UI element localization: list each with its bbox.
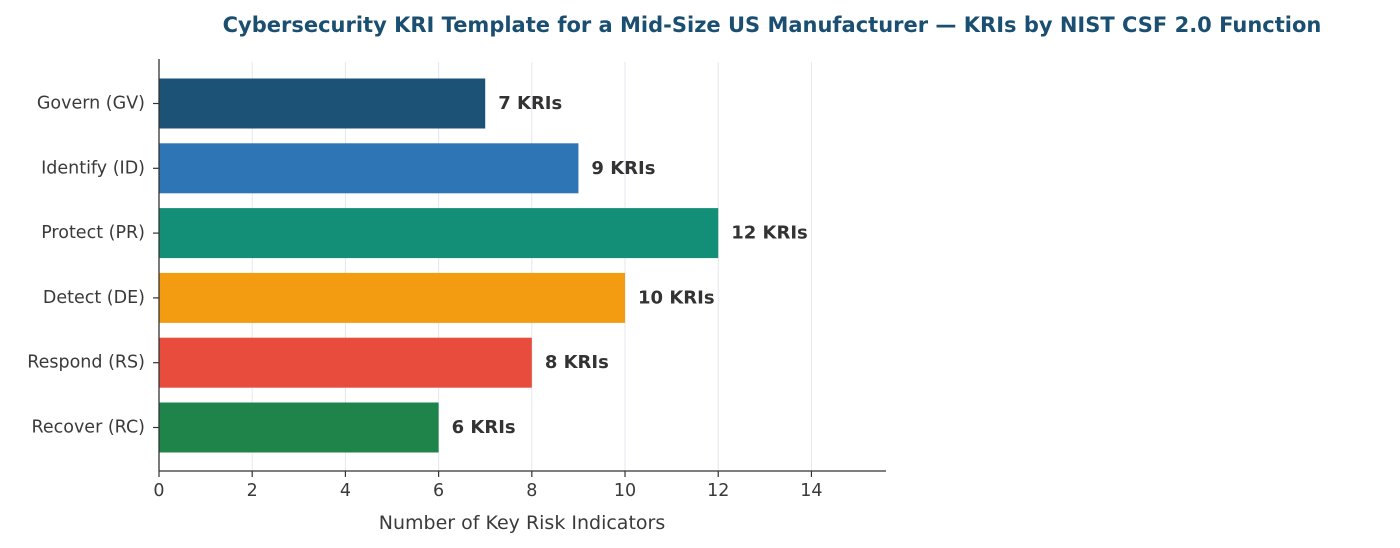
- category-label: Protect (PR): [41, 223, 145, 243]
- data-label: 9 KRIs: [591, 158, 655, 179]
- chart-title: Cybersecurity KRI Template for a Mid-Siz…: [223, 13, 1322, 37]
- data-label: 6 KRIs: [452, 417, 516, 438]
- category-label: Govern (GV): [37, 94, 145, 114]
- x-tick-label: 14: [800, 481, 822, 501]
- category-label: Recover (RC): [31, 418, 145, 438]
- x-tick-label: 12: [707, 481, 729, 501]
- grid-lines: [251, 62, 812, 471]
- x-axis-label: Number of Key Risk Indicators: [379, 512, 665, 534]
- x-tick-label: 0: [153, 481, 164, 501]
- data-label: 7 KRIs: [498, 93, 562, 114]
- bars: [159, 78, 719, 453]
- axes: [153, 59, 886, 477]
- labels: Govern (GV) 7 KRIs Identify (ID) 9 KRIs Prot…: [27, 93, 822, 501]
- x-tick-label: 2: [247, 481, 258, 501]
- data-label: 8 KRIs: [545, 352, 609, 373]
- category-label: Respond (RS): [27, 353, 145, 373]
- x-tick-label: 4: [340, 481, 351, 501]
- bar: [159, 402, 439, 453]
- category-label: Detect (DE): [43, 288, 145, 308]
- bar: [159, 337, 532, 388]
- x-tick-label: 8: [526, 481, 537, 501]
- data-label: 10 KRIs: [638, 287, 715, 308]
- bar: [159, 208, 719, 259]
- bar: [159, 78, 486, 129]
- bar: [159, 272, 626, 323]
- bar: [159, 143, 579, 194]
- category-label: Identify (ID): [41, 158, 145, 178]
- x-tick-label: 6: [433, 481, 444, 501]
- x-tick-label: 10: [614, 481, 636, 501]
- data-label: 12 KRIs: [731, 223, 808, 244]
